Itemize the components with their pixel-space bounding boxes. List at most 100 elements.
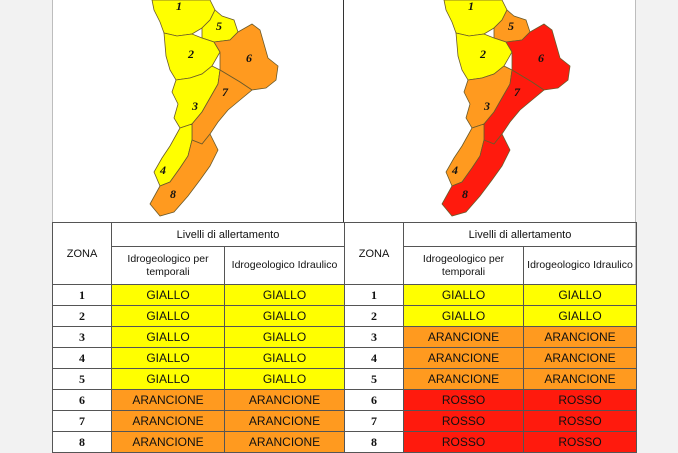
map-zone-labels: 1 2 3 4 5 6 7 8 (451, 0, 544, 201)
temporali-level: ARANCIONE (111, 431, 225, 453)
temporali-level: ARANCIONE (403, 347, 524, 369)
map-zone-label-5: 5 (508, 19, 514, 33)
idraulico-level: ARANCIONE (523, 326, 637, 348)
table-row: 2 GIALLO GIALLO (52, 305, 345, 327)
table-row: 4 GIALLO GIALLO (52, 347, 345, 369)
alert-table-left: ZONA Livelli di allertamento Idrogeologi… (52, 222, 345, 453)
zona-cell: 3 (344, 326, 404, 348)
temporali-level: ARANCIONE (403, 368, 524, 390)
zona-cell: 6 (344, 389, 404, 411)
zona-cell: 8 (344, 431, 404, 453)
map-zone-label-3: 3 (483, 99, 490, 113)
map-zone-labels: 1 2 3 4 5 6 7 8 (159, 0, 252, 201)
forecast-panel-left: 1 2 3 4 5 6 7 8 ZONA Livelli di allertam… (52, 0, 345, 453)
zona-cell: 1 (52, 284, 112, 306)
zona-cell: 6 (52, 389, 112, 411)
zona-cell: 5 (52, 368, 112, 390)
zona-cell: 2 (344, 305, 404, 327)
idraulico-level: ROSSO (523, 389, 637, 411)
temporali-level: GIALLO (111, 368, 225, 390)
table-row: 6 ROSSO ROSSO (344, 389, 637, 411)
map-zone-label-6: 6 (538, 51, 544, 65)
idraulico-level: GIALLO (224, 305, 345, 327)
temporali-level: ROSSO (403, 431, 524, 453)
temporali-level: ARANCIONE (111, 410, 225, 432)
temporali-header: Idrogeologico per temporali (403, 246, 524, 285)
table-row: 5 ARANCIONE ARANCIONE (344, 368, 637, 390)
zona-cell: 2 (52, 305, 112, 327)
map-zone-8 (441, 133, 511, 217)
table-row: 1 GIALLO GIALLO (344, 284, 637, 306)
zone-map-left: 1 2 3 4 5 6 7 8 (52, 0, 344, 222)
zona-header: ZONA (52, 222, 112, 285)
livelli-header: Livelli di allertamento (111, 222, 345, 247)
temporali-level: GIALLO (111, 326, 225, 348)
alert-table-right: ZONA Livelli di allertamento Idrogeologi… (344, 222, 637, 453)
table-row: 6 ARANCIONE ARANCIONE (52, 389, 345, 411)
idraulico-level: GIALLO (523, 284, 637, 306)
map-zones (149, 0, 279, 217)
idraulico-level: ARANCIONE (523, 347, 637, 369)
temporali-level: ARANCIONE (403, 326, 524, 348)
map-zone-label-2: 2 (479, 47, 486, 61)
map-zone-label-7: 7 (514, 85, 521, 99)
zone-map-right: 1 2 3 4 5 6 7 8 (344, 0, 636, 222)
table-row: 5 GIALLO GIALLO (52, 368, 345, 390)
map-zone-label-7: 7 (222, 85, 229, 99)
zona-cell: 7 (52, 410, 112, 432)
calabria-map-left: 1 2 3 4 5 6 7 8 (149, 0, 279, 217)
table-row: 1 GIALLO GIALLO (52, 284, 345, 306)
idraulico-level: ARANCIONE (523, 368, 637, 390)
temporali-level: ROSSO (403, 389, 524, 411)
map-zone-label-4: 4 (451, 163, 458, 177)
zona-header: ZONA (344, 222, 404, 285)
map-zone-label-1: 1 (176, 0, 182, 13)
map-zones (441, 0, 571, 217)
map-zone-label-6: 6 (246, 51, 252, 65)
table-row: 3 ARANCIONE ARANCIONE (344, 326, 637, 348)
livelli-header: Livelli di allertamento (403, 222, 637, 247)
temporali-level: GIALLO (403, 305, 524, 327)
zona-cell: 1 (344, 284, 404, 306)
table-row: 7 ROSSO ROSSO (344, 410, 637, 432)
idraulico-header: Idrogeologico Idraulico (523, 246, 637, 285)
table-row: 4 ARANCIONE ARANCIONE (344, 347, 637, 369)
idraulico-level: GIALLO (224, 347, 345, 369)
idraulico-level: GIALLO (523, 305, 637, 327)
temporali-header: Idrogeologico per temporali (111, 246, 225, 285)
idraulico-level: ROSSO (523, 410, 637, 432)
map-zone-label-8: 8 (462, 187, 468, 201)
temporali-level: ROSSO (403, 410, 524, 432)
temporali-level: GIALLO (111, 347, 225, 369)
map-zone-label-4: 4 (159, 163, 166, 177)
zona-cell: 3 (52, 326, 112, 348)
zona-cell: 7 (344, 410, 404, 432)
temporali-level: ARANCIONE (111, 389, 225, 411)
zona-cell: 4 (344, 347, 404, 369)
map-zone-label-8: 8 (170, 187, 176, 201)
table-row: 7 ARANCIONE ARANCIONE (52, 410, 345, 432)
table-row: 8 ROSSO ROSSO (344, 431, 637, 453)
temporali-level: GIALLO (111, 305, 225, 327)
calabria-map-right: 1 2 3 4 5 6 7 8 (441, 0, 571, 217)
temporali-level: GIALLO (111, 284, 225, 306)
idraulico-level: GIALLO (224, 284, 345, 306)
map-zone-label-2: 2 (187, 47, 194, 61)
map-zone-label-5: 5 (216, 19, 222, 33)
idraulico-level: GIALLO (224, 368, 345, 390)
idraulico-level: ARANCIONE (224, 410, 345, 432)
table-row: 3 GIALLO GIALLO (52, 326, 345, 348)
zona-cell: 8 (52, 431, 112, 453)
map-zone-label-3: 3 (191, 99, 198, 113)
idraulico-level: GIALLO (224, 326, 345, 348)
idraulico-header: Idrogeologico Idraulico (224, 246, 345, 285)
table-row: 2 GIALLO GIALLO (344, 305, 637, 327)
temporali-level: GIALLO (403, 284, 524, 306)
map-zone-label-1: 1 (468, 0, 474, 13)
idraulico-level: ROSSO (523, 431, 637, 453)
zona-cell: 5 (344, 368, 404, 390)
idraulico-level: ARANCIONE (224, 431, 345, 453)
zona-cell: 4 (52, 347, 112, 369)
forecast-panel-right: 1 2 3 4 5 6 7 8 ZONA Livelli di allertam… (344, 0, 637, 453)
map-zone-8 (149, 133, 219, 217)
